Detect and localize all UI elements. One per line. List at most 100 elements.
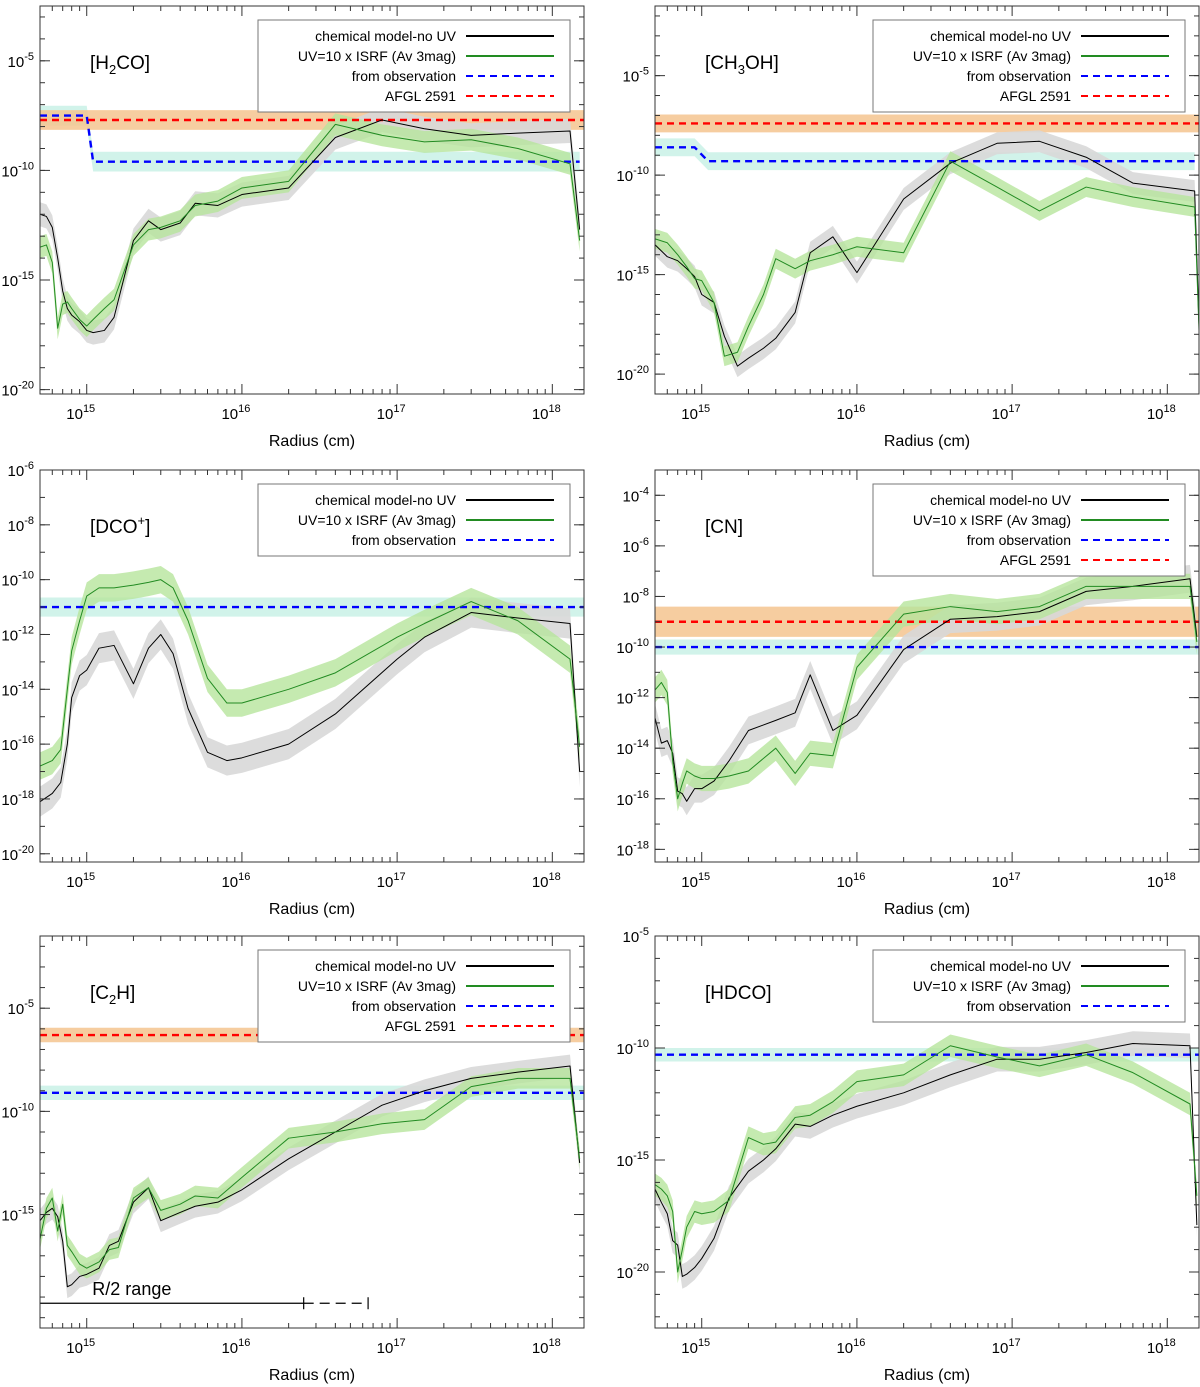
legend-label-afgl: AFGL 2591 <box>1000 88 1071 104</box>
title-part: [CH <box>705 53 738 74</box>
x-tick-label: 1017 <box>992 403 1021 423</box>
model-model-band <box>40 597 580 817</box>
x-tick-label-exp: 18 <box>1164 1337 1176 1349</box>
y-tick-label-exp: -8 <box>24 515 34 527</box>
y-tick-label-exp: -4 <box>639 485 649 497</box>
y-tick-label-base: 10 <box>1 1104 18 1121</box>
y-tick-label-exp: -20 <box>633 364 649 376</box>
y-tick-label-exp: -10 <box>633 1038 649 1050</box>
panel-h2co: 1015 1016 1017 101810-510-1010-1510-20Radiu… <box>1 5 585 450</box>
y-tick-label: 10-5 <box>8 51 34 71</box>
legend-label-uv: UV=10 x ISRF (Av 3mag) <box>298 978 456 994</box>
y-tick-label: 10-10 <box>616 1038 649 1058</box>
legend-label-model: chemical model-no UV <box>315 28 456 44</box>
y-tick-label-base: 10 <box>1 737 18 754</box>
y-tick-label-base: 10 <box>1 573 18 590</box>
title-part: 2 <box>109 62 116 77</box>
x-tick-label-exp: 18 <box>1164 871 1176 883</box>
y-tick-label-base: 10 <box>1 627 18 644</box>
x-tick-label-exp: 15 <box>83 871 95 883</box>
y-tick-label-exp: -8 <box>639 586 649 598</box>
legend-label-uv: UV=10 x ISRF (Av 3mag) <box>913 978 1071 994</box>
x-tick-label-exp: 16 <box>238 403 250 415</box>
x-tick-label: 1015 <box>681 871 710 891</box>
y-tick-label-exp: -10 <box>633 637 649 649</box>
y-tick-label: 10-20 <box>616 364 649 384</box>
x-tick-label-exp: 18 <box>549 1337 561 1349</box>
legend-label-uv: UV=10 x ISRF (Av 3mag) <box>913 512 1071 528</box>
x-axis-label: Radius (cm) <box>269 1367 355 1384</box>
title-part: [HDCO] <box>705 983 772 1004</box>
x-axis-label: Radius (cm) <box>884 901 970 918</box>
y-tick-label-exp: -10 <box>18 160 34 172</box>
x-tick-label-base: 10 <box>66 1340 83 1357</box>
afgl-uncertainty-band <box>655 114 1199 133</box>
uv-model-band <box>40 113 580 340</box>
obs-line <box>40 114 580 163</box>
x-tick-label-exp: 17 <box>393 1337 405 1349</box>
legend-label-afgl: AFGL 2591 <box>385 88 456 104</box>
x-tick-label: 1017 <box>377 403 406 423</box>
x-tick-label-base: 10 <box>221 1340 238 1357</box>
x-axis-label: Radius (cm) <box>884 1367 970 1384</box>
y-tick-label-base: 10 <box>8 54 25 71</box>
y-tick-label-base: 10 <box>616 640 633 657</box>
y-tick-label: 10-10 <box>1 1101 34 1121</box>
plot-area <box>655 1031 1199 1289</box>
y-tick-label-base: 10 <box>616 367 633 384</box>
legend: chemical model-no UV UV=10 x ISRF (Av 3ma… <box>872 19 1186 113</box>
x-tick-label-base: 10 <box>681 1340 698 1357</box>
x-axis-label: Radius (cm) <box>269 433 355 450</box>
x-tick-label: 1015 <box>681 1337 710 1357</box>
plot-area <box>40 565 584 817</box>
x-tick-label-exp: 17 <box>1008 403 1020 415</box>
y-tick-label-exp: -12 <box>18 624 34 636</box>
y-tick-label-exp: -18 <box>18 789 34 801</box>
y-tick-label-base: 10 <box>616 741 633 758</box>
x-tick-label: 1015 <box>66 871 95 891</box>
y-tick-label-exp: -6 <box>639 536 649 548</box>
y-tick-label: 10-8 <box>623 586 649 606</box>
x-tick-label: 1017 <box>377 1337 406 1357</box>
uv-model-band <box>655 151 1199 367</box>
plot-frame <box>39 469 585 863</box>
uv-series-line <box>655 585 1198 800</box>
legend-label-obs: from observation <box>967 998 1071 1014</box>
y-tick-label-base: 10 <box>616 691 633 708</box>
y-tick-label: 10-10 <box>1 160 34 180</box>
x-tick-label-base: 10 <box>221 874 238 891</box>
legend-label-afgl: AFGL 2591 <box>385 1018 456 1034</box>
y-tick-label-base: 10 <box>8 518 25 535</box>
y-tick-label: 10-10 <box>1 570 34 590</box>
panel-title: [DCO+] <box>90 513 150 538</box>
legend-label-obs: from observation <box>352 68 456 84</box>
y-tick-label-exp: -14 <box>633 738 649 750</box>
panel-hdco: 1015 1016 1017 101810-510-1010-1510-20Radiu… <box>616 926 1200 1384</box>
title-part: [C <box>90 983 109 1004</box>
y-tick-label-exp: -10 <box>633 165 649 177</box>
y-tick-label-exp: -5 <box>639 66 649 78</box>
x-tick-label: 1015 <box>681 403 710 423</box>
y-tick-label-base: 10 <box>623 488 640 505</box>
x-axis-label: Radius (cm) <box>269 901 355 918</box>
y-tick-label: 10-16 <box>616 789 649 809</box>
panel-title: [HDCO] <box>705 983 772 1004</box>
uv-series-line <box>655 1045 1198 1273</box>
y-tick-label: 10-15 <box>1 270 34 290</box>
title-part: OH] <box>745 53 779 74</box>
y-tick-label-base: 10 <box>1 847 18 864</box>
y-tick-label-exp: -16 <box>633 789 649 801</box>
x-tick-label-base: 10 <box>377 406 394 423</box>
x-tick-label-exp: 16 <box>853 403 865 415</box>
x-tick-label-exp: 18 <box>549 403 561 415</box>
y-tick-label: 10-12 <box>1 624 34 644</box>
panel-ch3oh: 1015 1016 1017 101810-510-1010-1510-20Radiu… <box>616 5 1200 450</box>
y-tick-label: 10-5 <box>623 66 649 86</box>
x-tick-label-base: 10 <box>377 1340 394 1357</box>
x-tick-label-base: 10 <box>66 406 83 423</box>
y-tick-label-exp: -20 <box>18 380 34 392</box>
x-tick-label-base: 10 <box>532 874 549 891</box>
x-tick-label: 1016 <box>836 403 865 423</box>
y-tick-label: 10-16 <box>1 734 34 754</box>
